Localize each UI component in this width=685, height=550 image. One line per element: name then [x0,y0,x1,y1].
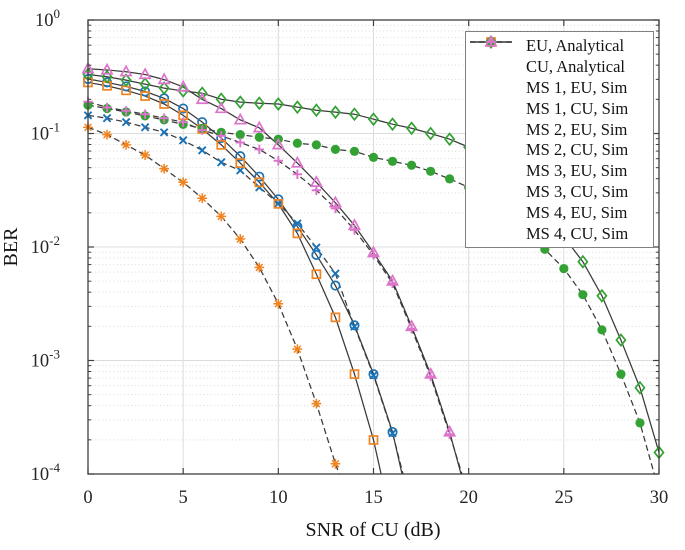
series-ms1-eu-markers [82,73,398,438]
triangle-marker-icon [474,34,520,223]
x-tick-label: 30 [650,488,669,508]
series-ms1-cu-line [87,114,404,475]
x-tick-label: 10 [269,488,288,508]
x-tick-label: 0 [83,488,92,508]
filled-circle-marker-icon [474,37,520,202]
asterisk-marker-icon [474,37,520,160]
x-tick-label: 5 [179,488,188,508]
x-marker-icon [474,37,520,119]
legend-item-ms2-eu: MS 2, EU, Sim [474,37,653,140]
x-tick-labels: 0 5 10 15 20 25 30 [83,488,668,508]
dashed-line-swatch-icon [470,41,520,77]
x-tick-label: 15 [364,488,383,508]
x-tick-label: 25 [555,488,574,508]
legend-item-ms1-eu: MS 1, EU, Sim [474,36,653,99]
y-tick-label: 100 [35,6,60,31]
series-ms2-cu-line [87,126,340,475]
series-ms4-cu-line [87,101,463,475]
legend-item-ms3-eu: MS 3, EU, Sim [474,35,653,182]
y-tick-label: 10-4 [31,460,61,485]
legend-item-ms1-cu: MS 1, CU, Sim [474,37,653,119]
series-ms1-eu-line [87,78,403,475]
square-marker-icon [474,37,520,140]
series-ms4-cu-markers [83,97,455,439]
legend-item-ms4-cu: MS 4, CU, Sim [474,37,653,244]
legend-item-ms4-eu: MS 4, EU, Sim [474,34,653,223]
y-tick-label: 10-1 [31,120,60,145]
series-ms1-cu-markers [83,111,397,438]
y-tick-label: 10-2 [31,233,60,258]
series-ms4-eu-markers [81,61,457,437]
y-tick-labels: 100 10-1 10-2 10-3 10-4 [31,6,61,485]
legend-item-ms2-cu: MS 2, CU, Sim [474,37,653,161]
legend: EU, Analytical CU, Analytical MS 1, EU, … [465,31,654,248]
plus-marker-icon [474,37,520,244]
diamond-marker-icon [474,35,520,181]
series-ms2-eu-line [87,81,382,475]
series-ms4-eu-line [87,68,462,475]
x-tick-label: 20 [459,488,478,508]
circle-marker-icon [474,36,520,98]
axis-box [87,19,660,475]
x-axis-label: SNR of CU (dB) [305,519,440,541]
y-tick-label: 10-3 [31,347,60,372]
legend-item-ms3-cu: MS 3, CU, Sim [474,37,653,203]
y-axis-label: BER [0,227,22,267]
legend-item-cu-analytical: CU, Analytical [470,41,653,78]
